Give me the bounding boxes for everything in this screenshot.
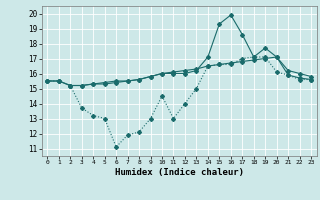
- X-axis label: Humidex (Indice chaleur): Humidex (Indice chaleur): [115, 168, 244, 177]
